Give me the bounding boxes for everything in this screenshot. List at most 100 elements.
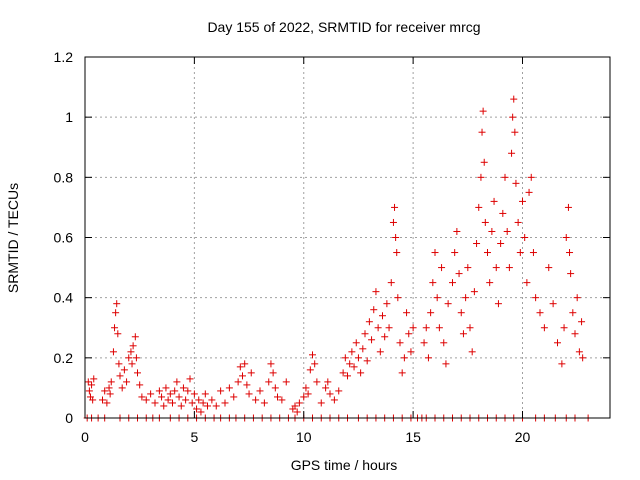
data-point [260,399,268,407]
data-point [525,188,533,196]
data-point [354,354,362,362]
data-point [391,203,399,211]
data-point [521,234,529,241]
data-point [304,390,312,398]
data-point [195,396,203,404]
data-point [88,381,96,389]
data-point [306,366,314,374]
data-point [468,348,476,356]
data-point [99,396,106,404]
data-point [511,128,519,136]
x-tick-labels: 0 5 10 15 20 [81,429,530,445]
data-point [173,378,181,386]
data-point [127,348,135,356]
data-point [359,345,367,353]
data-point [473,240,481,248]
data-point [134,369,141,377]
data-point [171,387,179,395]
data-point [271,384,279,392]
data-point [115,360,123,368]
data-point [403,309,411,317]
data-point [529,249,537,257]
data-point [348,348,356,356]
data-point [558,360,566,368]
data-point [466,324,474,332]
data-point [225,384,233,392]
data-point [510,95,518,103]
data-point [453,227,461,235]
data-point [243,381,251,389]
data-point [409,324,417,332]
data-point [252,396,260,404]
data-point [451,249,459,257]
data-point [116,372,124,380]
x-tick-label: 5 [190,429,198,445]
data-point [346,360,354,368]
data-point [101,387,109,395]
data-point [494,300,502,308]
data-point [239,372,246,380]
y-tick-label: 1.2 [54,49,74,65]
data-point [166,390,174,398]
data-point [120,366,128,374]
data-point [123,378,131,386]
data-point [188,399,196,407]
data-point [488,227,496,235]
data-point [569,309,577,317]
data-point [186,375,194,383]
data-point [392,234,400,241]
data-point [291,402,299,410]
data-point [341,354,349,362]
data-point [573,294,581,302]
data-point [193,405,201,413]
data-point [352,339,360,347]
data-point [431,249,439,257]
data-point [427,309,435,317]
data-point [381,333,389,341]
data-point [293,408,301,416]
data-point [105,384,113,392]
data-point [151,399,159,407]
data-point [107,378,115,386]
data-point [455,270,463,278]
data-point [497,240,505,248]
data-point [579,354,587,362]
data-point [523,279,531,287]
data-point [370,306,378,314]
data-point [201,390,209,398]
data-point [350,363,358,371]
data-point [85,387,93,395]
data-point [89,396,97,404]
data-point [136,381,144,389]
data-point [480,158,488,166]
data-point [138,393,146,401]
data-point [357,369,365,377]
data-point [492,264,500,272]
y-tick-label: 1 [65,109,73,125]
data-point [438,264,446,272]
data-point [190,390,198,398]
data-point [363,357,371,365]
data-point [578,318,586,326]
data-point [245,390,253,398]
data-point [175,393,183,401]
data-point [90,375,98,383]
data-point [326,390,334,398]
data-point [335,387,343,395]
data-point [217,387,225,395]
data-point [554,339,561,347]
data-point [420,339,428,347]
data-point [486,279,494,287]
data-point [230,393,238,401]
data-point [444,300,452,308]
data-point [103,399,111,407]
data-point [514,218,522,226]
data-point [267,360,275,368]
data-point [109,348,117,356]
data-point [111,324,119,332]
data-point [372,288,380,296]
data-point [162,384,170,392]
data-point [505,264,513,272]
data-point [199,399,207,407]
